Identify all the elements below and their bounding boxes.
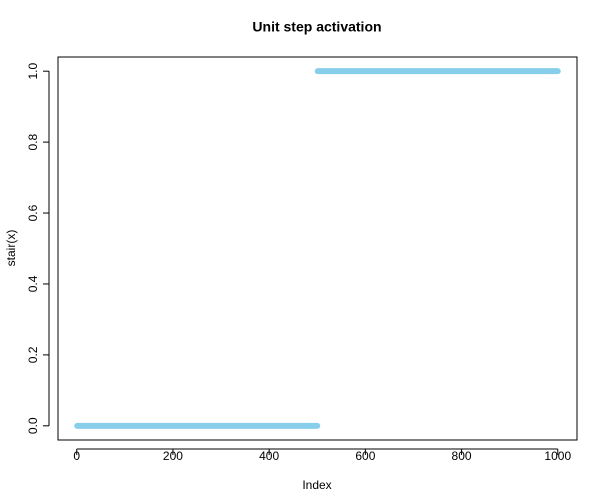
chart-title: Unit step activation <box>252 19 381 35</box>
x-tick-label: 800 <box>452 449 472 463</box>
x-axis-label: Index <box>302 478 331 492</box>
y-tick-label: 0.8 <box>26 133 40 150</box>
x-tick-label: 600 <box>355 449 375 463</box>
y-tick-label: 0.2 <box>26 346 40 363</box>
y-tick-label: 0.4 <box>26 275 40 292</box>
y-tick-label: 0.6 <box>26 204 40 221</box>
y-tick-label: 1.0 <box>26 63 40 80</box>
x-tick-label: 1000 <box>544 449 571 463</box>
data-line <box>74 68 561 429</box>
x-tick-label: 400 <box>259 449 279 463</box>
x-tick-label: 0 <box>73 449 80 463</box>
y-tick-label: 0.0 <box>26 417 40 434</box>
x-tick-label: 200 <box>163 449 183 463</box>
y-axis-label: stair(x) <box>4 230 18 267</box>
plot-box <box>57 56 578 441</box>
